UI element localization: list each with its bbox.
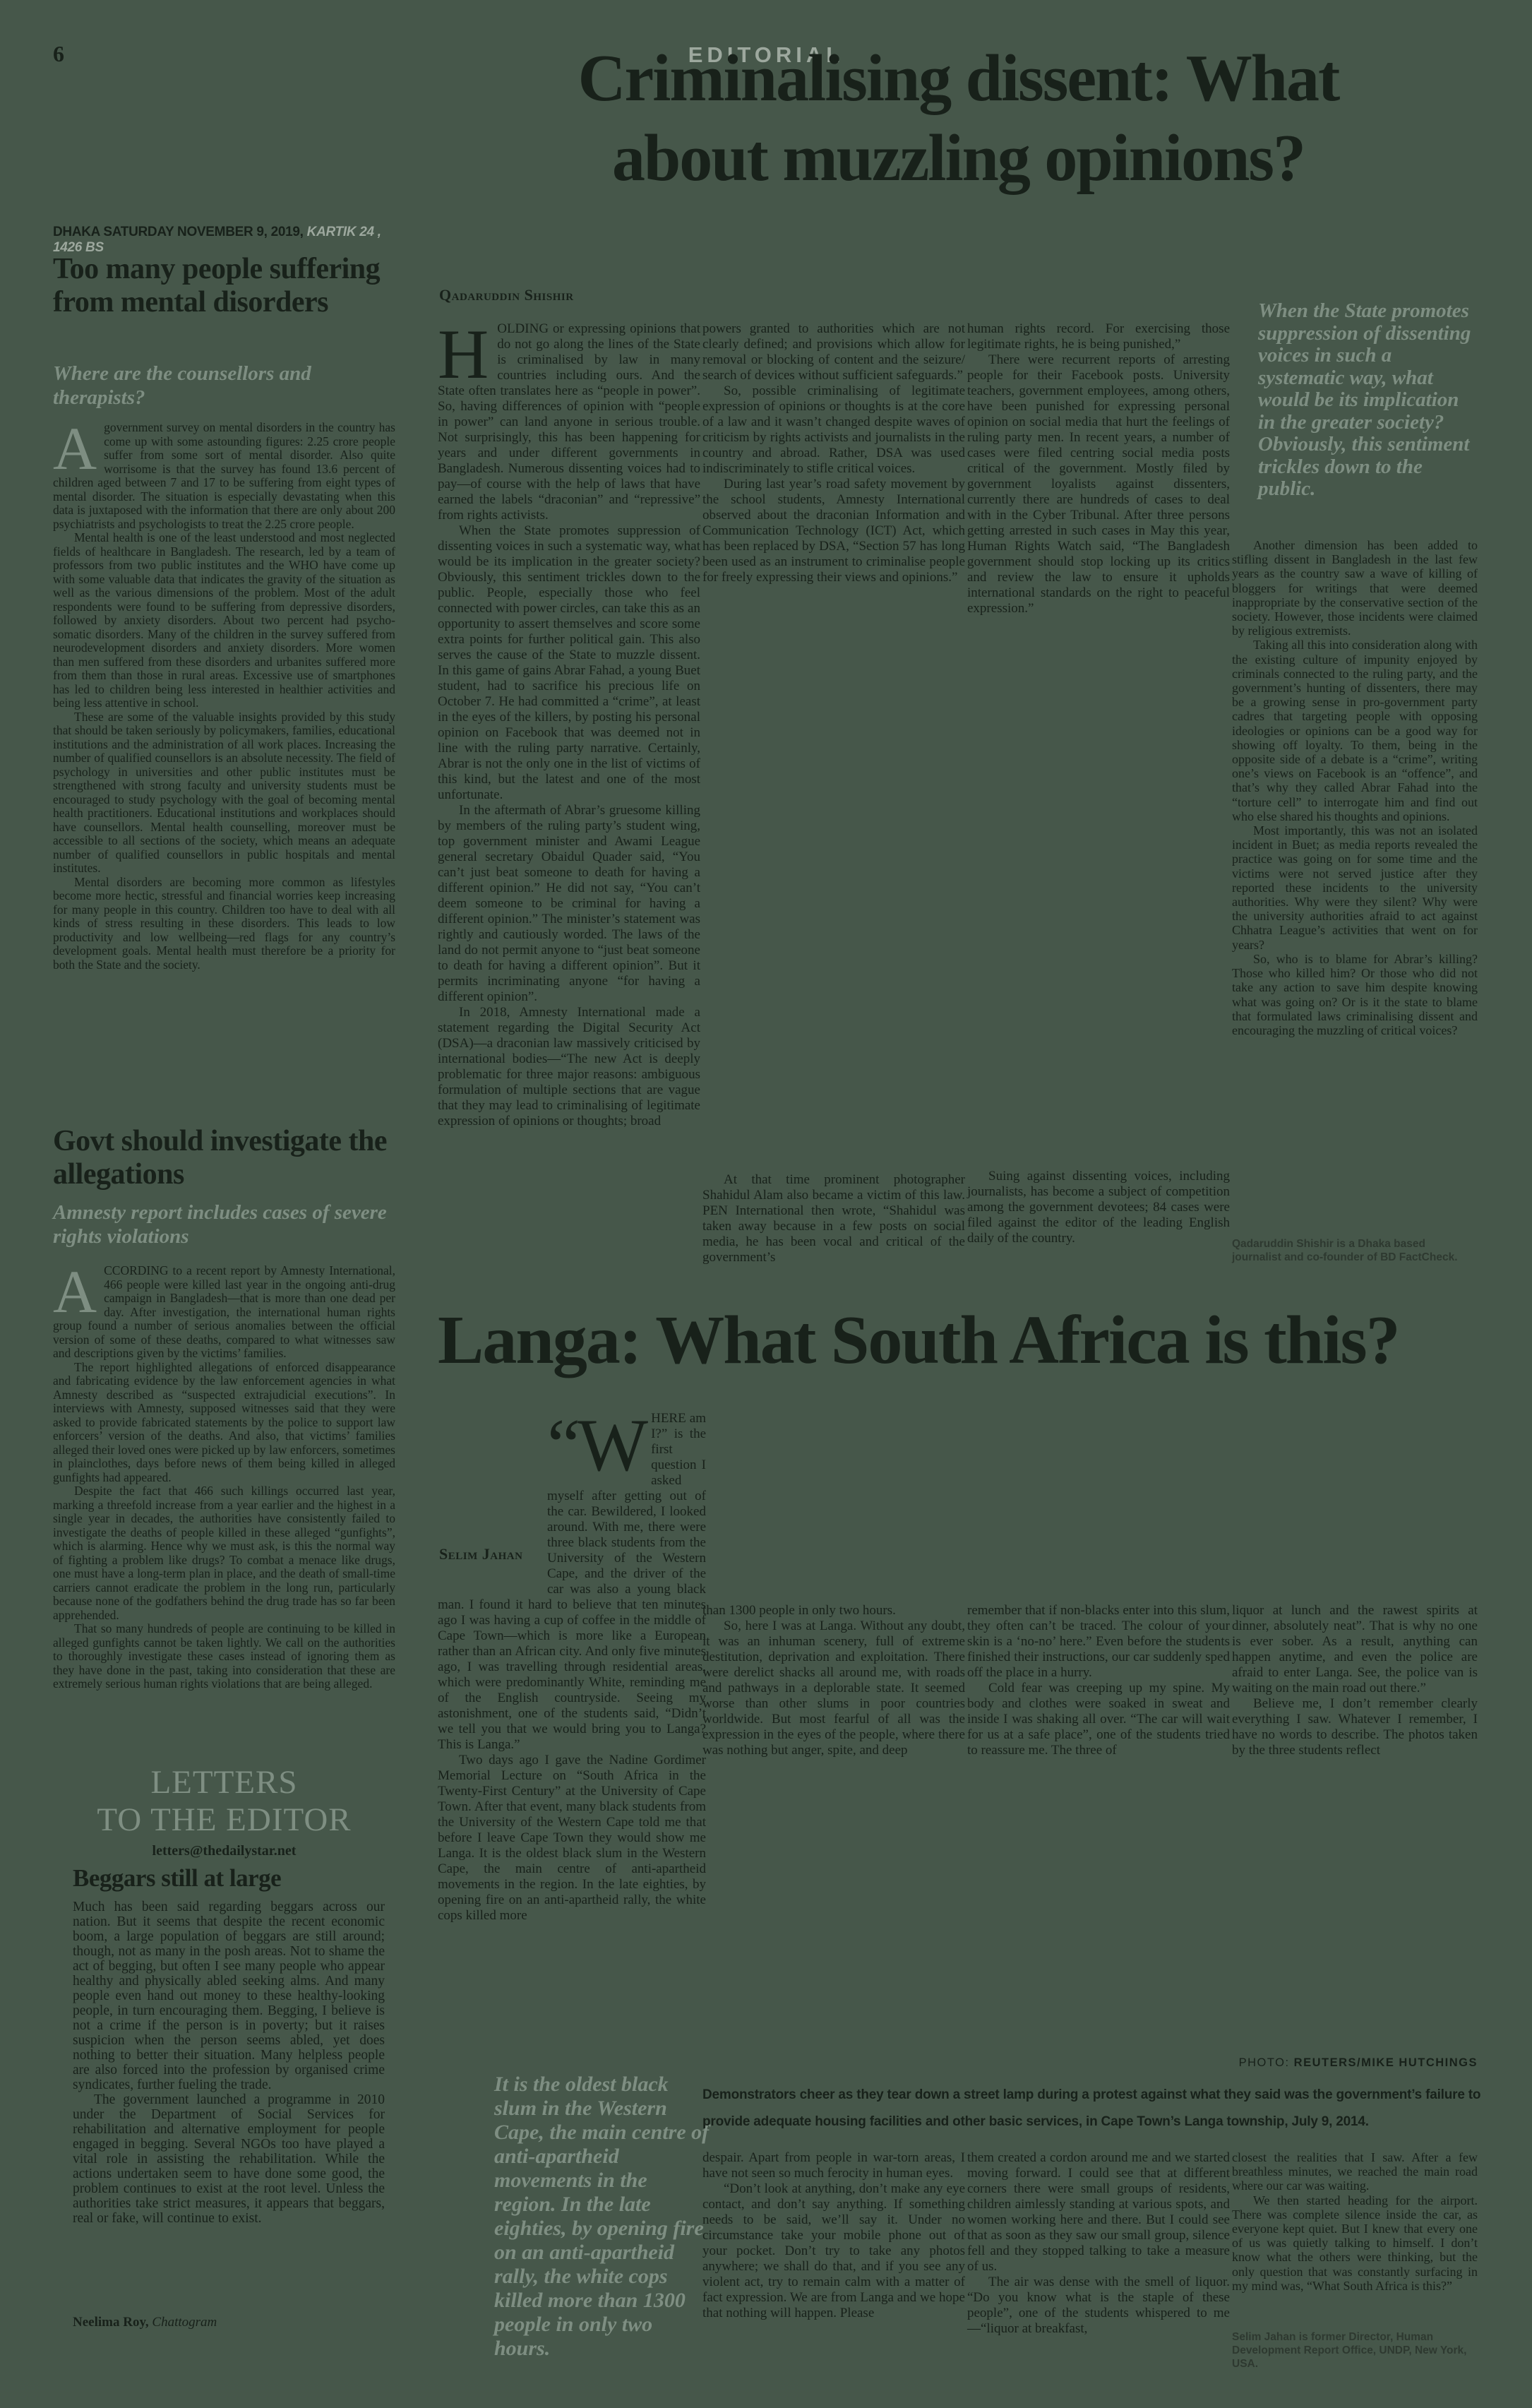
paragraph: So, possible criminalising of legitimate… xyxy=(702,383,965,476)
langa-col3: remember that if non-blacks enter into t… xyxy=(967,1603,1230,1758)
paragraph: Believe me, I don’t remember clearly eve… xyxy=(1232,1696,1478,1758)
paragraph: powers granted to authorities which are … xyxy=(702,321,965,383)
main-article-drop-cap: H xyxy=(438,315,489,393)
paragraph: Two days ago I gave the Nadine Gordimer … xyxy=(438,1753,706,1923)
langa-col3-lower: them created a cordon around me and we s… xyxy=(967,2150,1230,2337)
main-article-col1: H OLDING or expressing opinions that do n… xyxy=(438,315,700,1129)
paragraph: Another dimension has been added to stif… xyxy=(1232,538,1478,638)
langa-col2: than 1300 people in only two hours. So, … xyxy=(702,1603,965,1758)
dateline: DHAKA SATURDAY NOVEMBER 9, 2019, KARTIK … xyxy=(53,225,395,256)
letter-headline: Beggars still at large xyxy=(73,1864,282,1892)
paragraph: them created a cordon around me and we s… xyxy=(967,2150,1230,2274)
main-article-col3: human rights record. For exercising thos… xyxy=(967,321,1230,616)
letters-title-line2: TO THE EDITOR xyxy=(97,1801,352,1838)
paragraph: So, who is to blame for Abrar’s killing?… xyxy=(1232,951,1478,1037)
paragraph: That so many hundreds of people are cont… xyxy=(53,1621,395,1691)
paragraph: So, here I was at Langa. Without any dou… xyxy=(702,1619,965,1758)
editorial1-drop-cap: A xyxy=(53,415,97,482)
editorial1-headline: Too many people suffering from mental di… xyxy=(53,253,381,318)
paragraph: In 2018, Amnesty International made a st… xyxy=(438,1005,700,1128)
langa-col2-lower: despair. Apart from people in war-torn a… xyxy=(702,2150,965,2321)
paragraph: In the aftermath of Abrar’s gruesome kil… xyxy=(438,803,700,1004)
letter-author-name: Neelima Roy, xyxy=(73,2315,149,2330)
letters-email-link[interactable]: letters@thedailystar.net xyxy=(152,1843,297,1859)
page-number: 6 xyxy=(53,41,64,66)
paragraph: despair. Apart from people in war-torn a… xyxy=(702,2150,965,2181)
editorial1-subhead: Where are the counsellors and therapists… xyxy=(53,362,311,409)
paragraph: Taking all this into consideration along… xyxy=(1232,638,1478,823)
byline-spacer xyxy=(438,1411,547,1591)
main-headline: Criminalising dissent: What about muzzli… xyxy=(438,39,1479,198)
editorial2-drop-cap: A xyxy=(53,1258,97,1325)
paragraph: These are some of the valuable insights … xyxy=(53,709,395,875)
main-article-col2-lower: At that time prominent photographer Shah… xyxy=(702,1172,965,1265)
letter-author-place: Chattogram xyxy=(152,2315,217,2330)
paragraph: CCORDING to a recent report by Amnesty I… xyxy=(53,1263,395,1360)
photo-credit-agency: REUTERS/MIKE HUTCHINGS xyxy=(1293,2056,1478,2069)
main-article-col2: powers granted to authorities which are … xyxy=(702,321,965,585)
paragraph: closest the realities that I saw. After … xyxy=(1232,2150,1478,2193)
main-headline-line1: Criminalising dissent: What xyxy=(578,42,1341,115)
paragraph: During last year’s road safety movement … xyxy=(702,477,965,585)
paragraph: human rights record. For exercising thos… xyxy=(967,321,1230,352)
paragraph: There were recurrent reports of arrestin… xyxy=(967,352,1230,616)
section-label: EDITORIAL xyxy=(688,42,844,67)
editorial2-body: A CCORDING to a recent report by Amnesty … xyxy=(53,1258,395,1691)
dateline-bengali-date: KARTIK 24 , 1426 BS xyxy=(53,225,381,255)
paragraph: Suing against dissenting voices, includi… xyxy=(967,1169,1230,1246)
main-article-byline: Qadaruddin Shishir xyxy=(439,286,574,304)
paragraph: than 1300 people in only two hours. xyxy=(702,1603,896,1618)
dateline-date: DHAKA SATURDAY NOVEMBER 9, 2019, xyxy=(53,225,304,239)
letters-section-title: LETTERS TO THE EDITOR xyxy=(53,1764,395,1839)
langa-headline: Langa: What South Africa is this? xyxy=(438,1302,1401,1378)
paragraph: At that time prominent photographer Shah… xyxy=(702,1172,965,1265)
langa-byline: Selim Jahan xyxy=(439,1545,523,1563)
langa-drop-cap: “W xyxy=(547,1404,648,1486)
photo-credit: PHOTO: REUTERS/MIKE HUTCHINGS xyxy=(1200,2056,1478,2070)
paragraph: remember that if non-blacks enter into t… xyxy=(967,1603,1230,1680)
editorial2-headline: Govt should investigate the allegations xyxy=(53,1125,388,1191)
main-article-author-note: Qadaruddin Shishir is a Dhaka based jour… xyxy=(1232,1238,1458,1263)
paragraph: government survey on mental disorders in… xyxy=(53,420,395,531)
paragraph: HERE am I?” is the first question I aske… xyxy=(438,1411,706,1752)
langa-col4-lower: closest the realities that I saw. After … xyxy=(1232,2150,1478,2293)
paragraph: Cold fear was creeping up my spine. My b… xyxy=(967,1681,1230,1758)
letter-body: Much has been said regarding beggars acr… xyxy=(73,1900,385,2226)
langa-col1: “W HERE am I?” is the first question I as… xyxy=(438,1404,706,1924)
langa-author-note: Selim Jahan is former Director, Human De… xyxy=(1232,2331,1467,2370)
paragraph: Most importantly, this was not an isolat… xyxy=(1232,823,1478,952)
paragraph: When the State promotes suppression of d… xyxy=(438,523,700,802)
langa-col4: liquor at lunch and the rawest spirits a… xyxy=(1232,1603,1478,1758)
photo-caption: Demonstrators cheer as they tear down a … xyxy=(702,2087,1481,2129)
letter-signature: Neelima Roy, Chattogram xyxy=(73,2315,217,2330)
langa-pull-quote: It is the oldest black slum in the Weste… xyxy=(494,2073,710,2360)
paragraph: “Don’t look at anything, don’t make any … xyxy=(702,2181,965,2320)
paragraph: Mental health is one of the least unders… xyxy=(53,530,395,710)
paragraph: The report highlighted allegations of en… xyxy=(53,1359,395,1484)
paragraph: Mental disorders are becoming more commo… xyxy=(53,874,395,972)
paragraph: We then started heading for the airport.… xyxy=(1232,2193,1478,2293)
paragraph: liquor at lunch and the rawest spirits a… xyxy=(1232,1603,1478,1695)
main-article-col4: Another dimension has been added to stif… xyxy=(1232,538,1478,1037)
paragraph: The government launched a programme in 2… xyxy=(73,2092,385,2226)
main-article-pull-quote: When the State promotes suppression of d… xyxy=(1258,299,1471,500)
paragraph: The air was dense with the smell of liqu… xyxy=(967,2275,1230,2336)
main-headline-line2: about muzzling opinions? xyxy=(611,121,1306,195)
main-article-col3-lower: Suing against dissenting voices, includi… xyxy=(967,1169,1230,1246)
letters-title-line1: LETTERS xyxy=(150,1764,298,1801)
photo-credit-label: PHOTO: xyxy=(1238,2056,1290,2069)
paragraph: Despite the fact that 466 such killings … xyxy=(53,1484,395,1622)
paragraph: OLDING or expressing opinions that do no… xyxy=(438,321,700,523)
paragraph: Much has been said regarding beggars acr… xyxy=(73,1900,385,2092)
editorial2-subhead: Amnesty report includes cases of severe … xyxy=(53,1201,387,1248)
